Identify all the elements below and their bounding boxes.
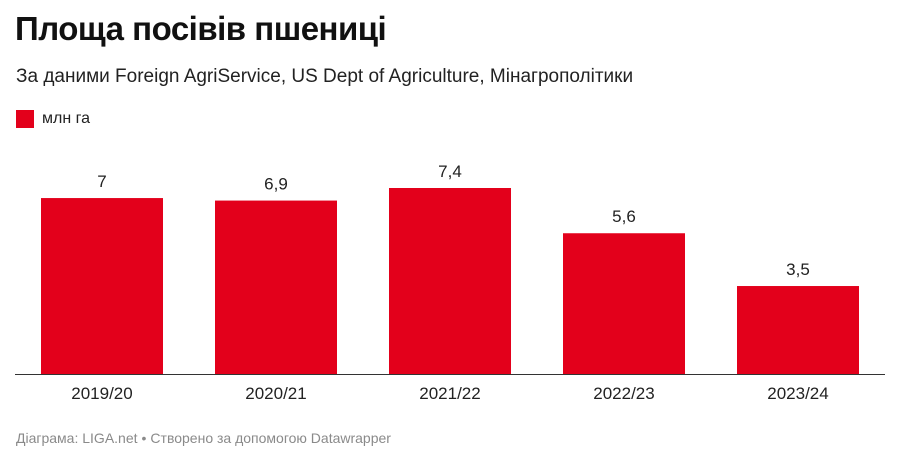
chart-subtitle: За даними Foreign AgriService, US Dept o… bbox=[16, 66, 634, 87]
bar-2023-24 bbox=[737, 286, 859, 374]
bar-value-label: 6,9 bbox=[264, 175, 288, 194]
x-tick-label: 2022/23 bbox=[593, 384, 654, 403]
legend: млн га bbox=[16, 110, 90, 128]
bar-2020-21 bbox=[215, 200, 337, 374]
x-tick-label: 2020/21 bbox=[245, 384, 306, 403]
footer-source: Діаграма: LIGA.net bbox=[16, 430, 138, 446]
x-tick-label: 2019/20 bbox=[71, 384, 132, 403]
bar-value-label: 7,4 bbox=[438, 162, 462, 181]
bar-2019-20 bbox=[41, 198, 163, 374]
bar-2021-22 bbox=[389, 188, 511, 374]
footer-credit: Створено за допомогою Datawrapper bbox=[150, 430, 391, 446]
bar-value-label: 7 bbox=[97, 172, 106, 191]
x-tick-label: 2023/24 bbox=[767, 384, 828, 403]
bar-value-label: 3,5 bbox=[786, 260, 810, 279]
footer: Діаграма: LIGA.net • Створено за допомогою… bbox=[16, 430, 391, 446]
bar-chart: 7 2019/20 6,9 2020/21 7,4 2021/22 5,6 2022/23 3,… bbox=[15, 162, 885, 403]
legend-label: млн га bbox=[42, 110, 90, 127]
bar-value-label: 5,6 bbox=[612, 207, 636, 226]
x-tick-label: 2021/22 bbox=[419, 384, 480, 403]
legend-swatch bbox=[16, 110, 34, 128]
footer-separator: • bbox=[141, 430, 147, 446]
bar-2022-23 bbox=[563, 233, 685, 374]
chart-title: Площа посівів пшениці bbox=[15, 10, 387, 47]
